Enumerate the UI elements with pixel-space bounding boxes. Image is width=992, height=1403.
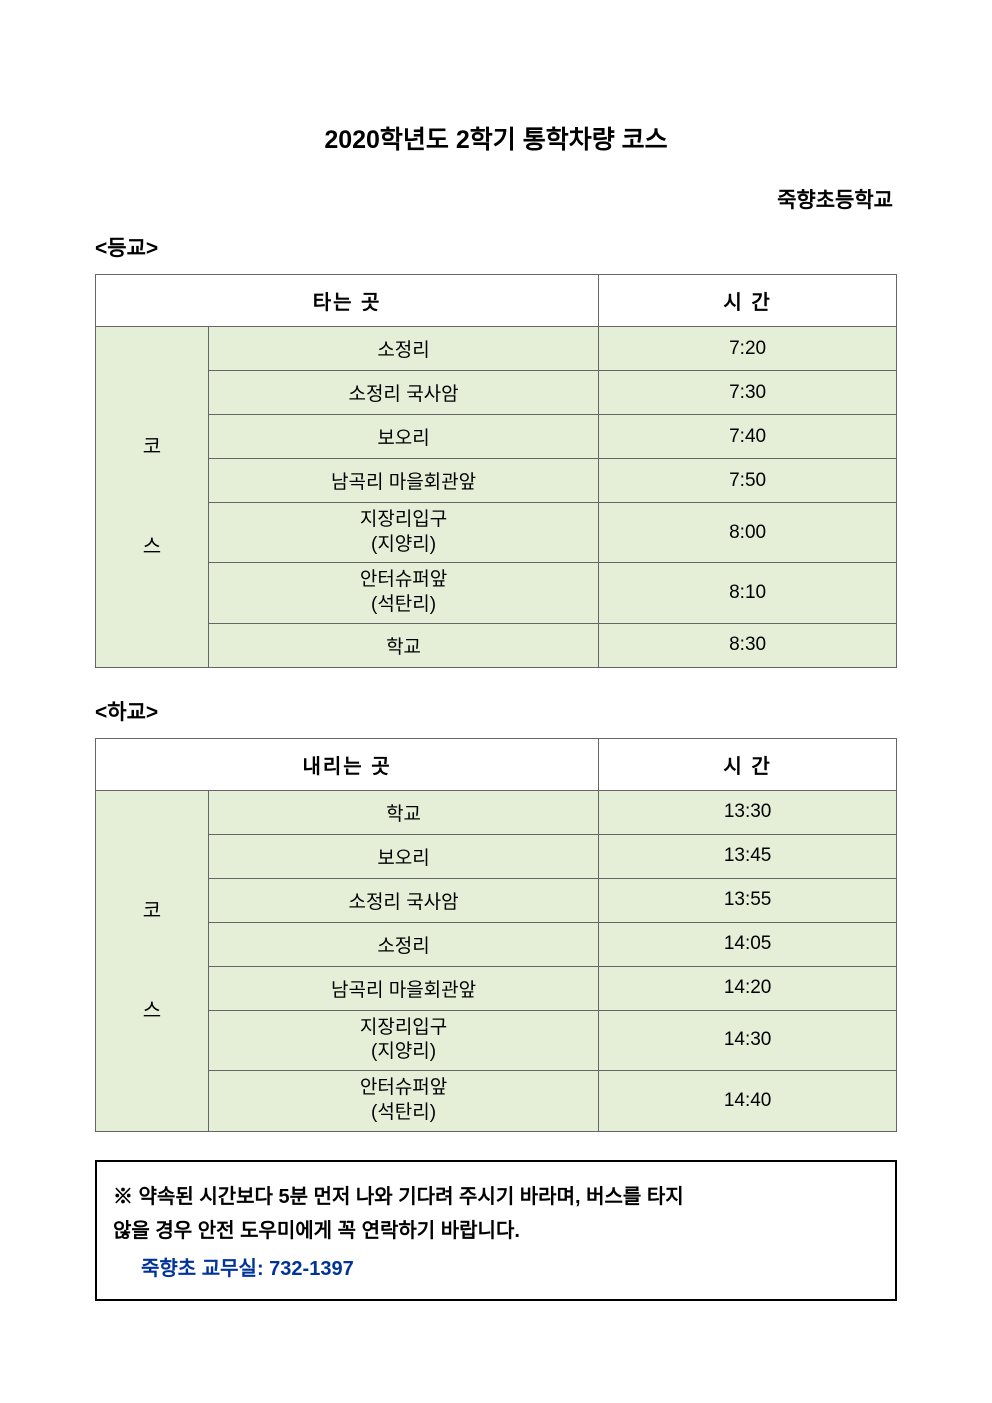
stop-cell: 지장리입구(지양리) bbox=[208, 1010, 598, 1070]
arrival-table: 타는 곳 시 간 코스소정리7:20소정리 국사암7:30보오리7:40남곡리 … bbox=[95, 274, 897, 668]
time-cell: 7:20 bbox=[599, 327, 897, 371]
course-label-cell: 코스 bbox=[96, 790, 209, 1131]
stop-cell: 소정리 bbox=[208, 327, 598, 371]
stop-cell: 보오리 bbox=[208, 415, 598, 459]
stop-line1: 안터슈퍼앞 bbox=[213, 568, 594, 593]
time-cell: 14:30 bbox=[599, 1010, 897, 1070]
course-char-1: 코 bbox=[106, 876, 198, 946]
stop-cell: 남곡리 마을회관앞 bbox=[208, 459, 598, 503]
table-row: 보오리13:45 bbox=[96, 834, 897, 878]
table-row: 남곡리 마을회관앞14:20 bbox=[96, 966, 897, 1010]
time-cell: 13:30 bbox=[599, 790, 897, 834]
notice-line2: 않을 경우 안전 도우미에게 꼭 연락하기 바랍니다. bbox=[113, 1214, 879, 1248]
notice-contact: 죽향초 교무실: 732-1397 bbox=[141, 1252, 879, 1281]
stop-line2: (석탄리) bbox=[213, 593, 594, 618]
stop-cell: 소정리 bbox=[208, 922, 598, 966]
time-cell: 7:50 bbox=[599, 459, 897, 503]
school-name: 죽향초등학교 bbox=[95, 184, 897, 214]
time-cell: 7:40 bbox=[599, 415, 897, 459]
notice-line1: ※ 약속된 시간보다 5분 먼저 나와 기다려 주시기 바라며, 버스를 타지 bbox=[113, 1180, 879, 1214]
time-cell: 14:20 bbox=[599, 966, 897, 1010]
departure-header-stop: 내리는 곳 bbox=[96, 738, 599, 790]
table-row: 소정리14:05 bbox=[96, 922, 897, 966]
table-row: 학교8:30 bbox=[96, 623, 897, 667]
stop-line2: (지양리) bbox=[213, 533, 594, 558]
course-label-cell: 코스 bbox=[96, 327, 209, 668]
stop-cell: 안터슈퍼앞(석탄리) bbox=[208, 1071, 598, 1131]
time-cell: 13:55 bbox=[599, 878, 897, 922]
arrival-section-label: <등교> bbox=[95, 232, 897, 262]
table-row: 코스학교13:30 bbox=[96, 790, 897, 834]
stop-cell: 학교 bbox=[208, 790, 598, 834]
table-row: 안터슈퍼앞(석탄리)14:40 bbox=[96, 1071, 897, 1131]
departure-table: 내리는 곳 시 간 코스학교13:30보오리13:45소정리 국사암13:55소… bbox=[95, 738, 897, 1132]
table-row: 안터슈퍼앞(석탄리)8:10 bbox=[96, 563, 897, 623]
time-cell: 8:10 bbox=[599, 563, 897, 623]
table-row: 코스소정리7:20 bbox=[96, 327, 897, 371]
stop-line2: (석탄리) bbox=[213, 1101, 594, 1126]
table-row: 소정리 국사암7:30 bbox=[96, 371, 897, 415]
departure-header-time: 시 간 bbox=[599, 738, 897, 790]
stop-cell: 남곡리 마을회관앞 bbox=[208, 966, 598, 1010]
stop-line2: (지양리) bbox=[213, 1040, 594, 1065]
table-row: 소정리 국사암13:55 bbox=[96, 878, 897, 922]
arrival-header-time: 시 간 bbox=[599, 275, 897, 327]
stop-cell: 학교 bbox=[208, 623, 598, 667]
notice-box: ※ 약속된 시간보다 5분 먼저 나와 기다려 주시기 바라며, 버스를 타지 … bbox=[95, 1160, 897, 1301]
time-cell: 7:30 bbox=[599, 371, 897, 415]
page-title: 2020학년도 2학기 통학차량 코스 bbox=[95, 120, 897, 156]
time-cell: 8:00 bbox=[599, 503, 897, 563]
stop-cell: 소정리 국사암 bbox=[208, 371, 598, 415]
stop-line1: 지장리입구 bbox=[213, 508, 594, 533]
table-row: 보오리7:40 bbox=[96, 415, 897, 459]
time-cell: 14:05 bbox=[599, 922, 897, 966]
departure-section-label: <하교> bbox=[95, 696, 897, 726]
arrival-header-stop: 타는 곳 bbox=[96, 275, 599, 327]
stop-cell: 지장리입구(지양리) bbox=[208, 503, 598, 563]
stop-cell: 안터슈퍼앞(석탄리) bbox=[208, 563, 598, 623]
stop-line1: 안터슈퍼앞 bbox=[213, 1076, 594, 1101]
course-char-2: 스 bbox=[106, 976, 198, 1046]
stop-cell: 소정리 국사암 bbox=[208, 878, 598, 922]
time-cell: 8:30 bbox=[599, 623, 897, 667]
stop-line1: 지장리입구 bbox=[213, 1016, 594, 1041]
time-cell: 13:45 bbox=[599, 834, 897, 878]
table-row: 지장리입구(지양리)8:00 bbox=[96, 503, 897, 563]
table-row: 남곡리 마을회관앞7:50 bbox=[96, 459, 897, 503]
course-char-2: 스 bbox=[106, 512, 198, 582]
stop-cell: 보오리 bbox=[208, 834, 598, 878]
time-cell: 14:40 bbox=[599, 1071, 897, 1131]
course-char-1: 코 bbox=[106, 412, 198, 482]
table-row: 지장리입구(지양리)14:30 bbox=[96, 1010, 897, 1070]
